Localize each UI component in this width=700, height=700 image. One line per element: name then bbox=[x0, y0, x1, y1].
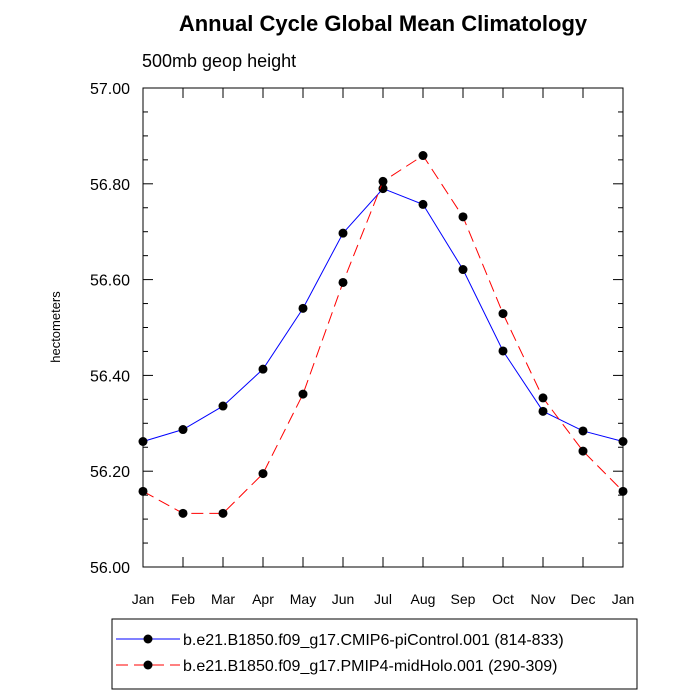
data-point bbox=[338, 277, 348, 287]
chart-subtitle: 500mb geop height bbox=[142, 51, 296, 71]
data-point bbox=[618, 437, 628, 447]
x-tick-label: Dec bbox=[571, 591, 596, 607]
data-point bbox=[418, 199, 428, 209]
y-tick-label: 56.80 bbox=[90, 177, 130, 194]
data-point bbox=[538, 406, 548, 416]
x-tick-label: Sep bbox=[451, 591, 476, 607]
data-point bbox=[538, 393, 548, 403]
series-line bbox=[142, 154, 624, 514]
x-tick-label: Feb bbox=[171, 591, 195, 607]
x-tick-label: Aug bbox=[411, 591, 436, 607]
x-tick-label: Nov bbox=[531, 591, 556, 607]
series-2 bbox=[138, 151, 628, 518]
data-point bbox=[498, 346, 508, 356]
data-point bbox=[138, 486, 148, 496]
y-tick-label: 56.20 bbox=[90, 464, 130, 481]
data-point bbox=[258, 364, 268, 374]
y-tick-label: 56.40 bbox=[90, 368, 130, 385]
data-point bbox=[418, 151, 428, 161]
data-point bbox=[218, 508, 228, 518]
data-point bbox=[138, 437, 148, 447]
legend-label: b.e21.B1850.f09_g17.CMIP6-piControl.001 … bbox=[183, 632, 564, 649]
legend-label: b.e21.B1850.f09_g17.PMIP4-midHolo.001 (2… bbox=[183, 658, 557, 675]
plot-border bbox=[142, 87, 624, 568]
legend-marker bbox=[143, 634, 153, 644]
data-point bbox=[578, 446, 588, 456]
series-1 bbox=[138, 184, 628, 447]
y-axis-label: hectometers bbox=[48, 291, 63, 363]
x-tick-label: Jan bbox=[132, 591, 155, 607]
data-point bbox=[338, 228, 348, 238]
data-point bbox=[458, 265, 468, 275]
y-tick-label: 56.00 bbox=[90, 560, 130, 577]
legend-marker bbox=[143, 660, 153, 670]
x-tick-label: Jan bbox=[612, 591, 635, 607]
y-axis: 56.00 56.20 56.40 56.60 56.80 57.00 bbox=[90, 81, 623, 577]
data-point bbox=[298, 389, 308, 399]
series-layer bbox=[138, 151, 628, 518]
series-line bbox=[142, 187, 624, 442]
legend: b.e21.B1850.f09_g17.CMIP6-piControl.001 … bbox=[111, 618, 638, 690]
data-point bbox=[618, 486, 628, 496]
x-tick-label: Apr bbox=[252, 591, 274, 607]
data-point bbox=[218, 401, 228, 411]
plot-area bbox=[142, 87, 624, 568]
data-point bbox=[458, 212, 468, 222]
y-tick-label: 56.60 bbox=[90, 273, 130, 290]
x-tick-label: Jul bbox=[374, 591, 392, 607]
data-point bbox=[578, 426, 588, 436]
x-tick-label: Jun bbox=[332, 591, 355, 607]
x-axis: Jan Feb Mar Apr May Jun Jul Aug Sep Oct Nov Dec Jan bbox=[132, 88, 635, 607]
data-point bbox=[178, 508, 188, 518]
data-point bbox=[298, 303, 308, 313]
x-tick-label: Oct bbox=[492, 591, 514, 607]
x-tick-label: May bbox=[290, 591, 316, 607]
data-point bbox=[178, 425, 188, 435]
y-tick-label: 57.00 bbox=[90, 81, 130, 98]
data-point bbox=[498, 309, 508, 319]
data-point bbox=[258, 469, 268, 479]
chart-title: Annual Cycle Global Mean Climatology bbox=[179, 11, 588, 36]
legend-box bbox=[111, 618, 638, 690]
data-point bbox=[378, 176, 388, 186]
x-tick-label: Mar bbox=[211, 591, 235, 607]
